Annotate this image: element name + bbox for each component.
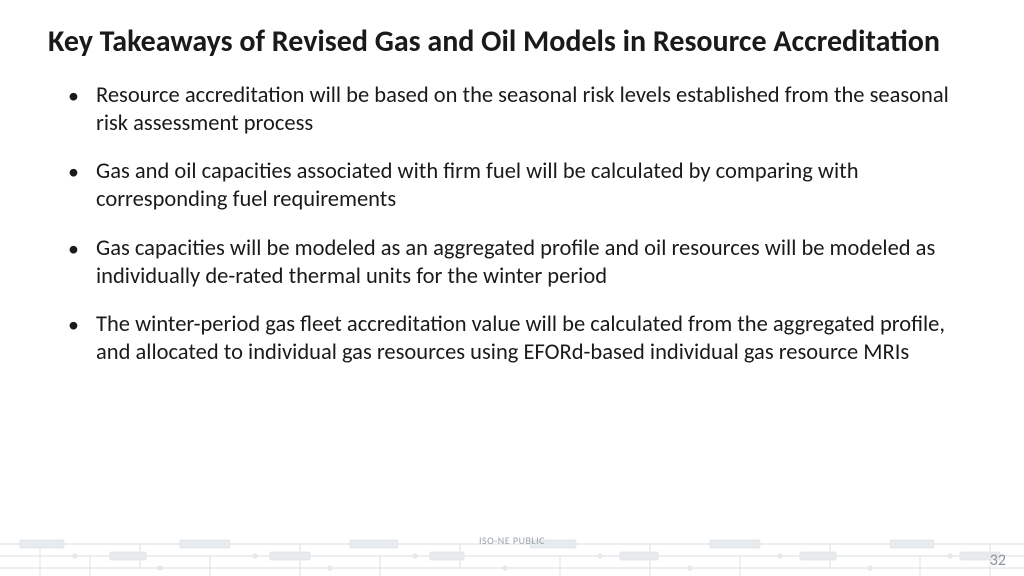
bullet-item: Gas capacities will be modeled as an agg… bbox=[76, 235, 976, 291]
bullet-item: Gas and oil capacities associated with f… bbox=[76, 158, 976, 214]
slide: Key Takeaways of Revised Gas and Oil Mod… bbox=[0, 0, 1024, 576]
bullet-list: Resource accreditation will be based on … bbox=[48, 82, 976, 367]
page-number: 32 bbox=[990, 551, 1006, 570]
slide-footer: ISO-NE PUBLIC 32 bbox=[0, 530, 1024, 576]
bullet-item: The winter-period gas fleet accreditatio… bbox=[76, 311, 976, 367]
bullet-item: Resource accreditation will be based on … bbox=[76, 82, 976, 138]
slide-title: Key Takeaways of Revised Gas and Oil Mod… bbox=[48, 24, 976, 60]
footer-classification-label: ISO-NE PUBLIC bbox=[479, 534, 545, 547]
